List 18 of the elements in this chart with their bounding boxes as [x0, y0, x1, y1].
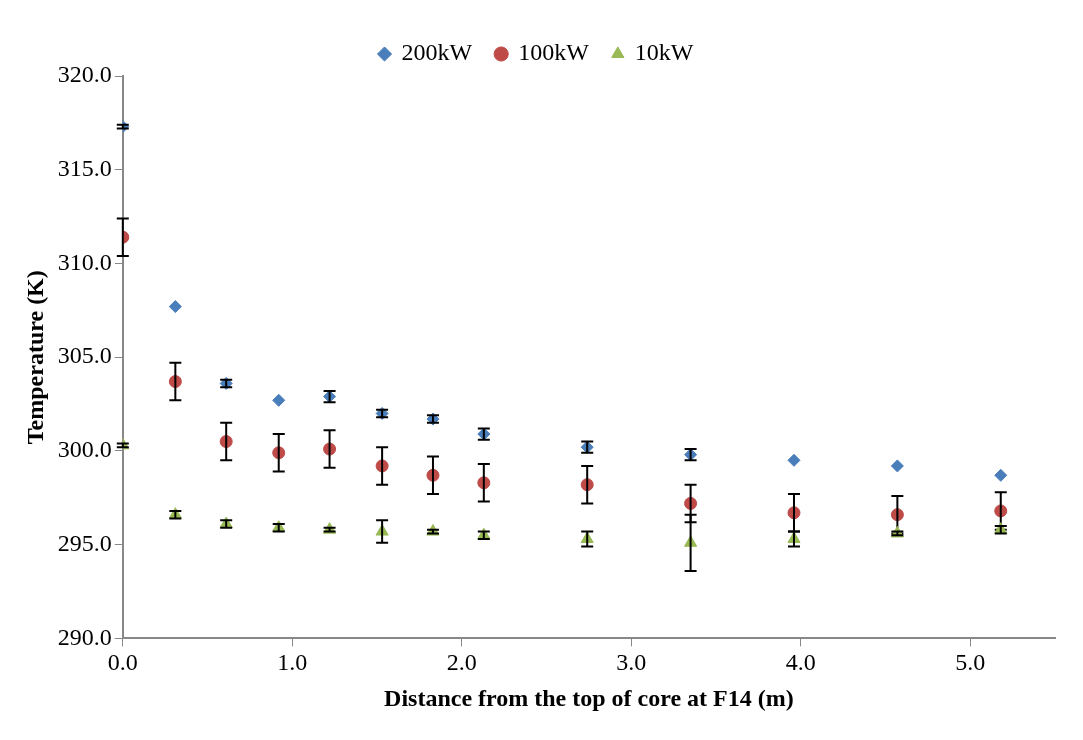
x-tick-label: 1.0: [277, 649, 308, 676]
x-tick-label: 0.0: [107, 649, 138, 676]
x-tick-label: 5.0: [955, 649, 986, 676]
y-tick-label: 315.0: [57, 155, 112, 182]
y-tick-label: 300.0: [57, 436, 112, 463]
legend-label: 100kW: [518, 39, 590, 66]
x-tick-label: 3.0: [616, 649, 647, 676]
legend-label: 200kW: [401, 39, 473, 66]
x-tick-label: 2.0: [446, 649, 477, 676]
y-tick-label: 320.0: [57, 61, 112, 88]
x-tick-label: 4.0: [785, 649, 816, 676]
y-tick-label: 310.0: [57, 248, 112, 275]
y-tick-label: 295.0: [57, 529, 112, 556]
y-tick-label: 290.0: [57, 623, 112, 650]
y-tick-label: 305.0: [57, 342, 112, 369]
y-axis-title: Temperature (K): [21, 270, 48, 445]
x-axis-title: Distance from the top of core at F14 (m): [384, 684, 794, 711]
legend-label: 10kW: [634, 39, 694, 66]
